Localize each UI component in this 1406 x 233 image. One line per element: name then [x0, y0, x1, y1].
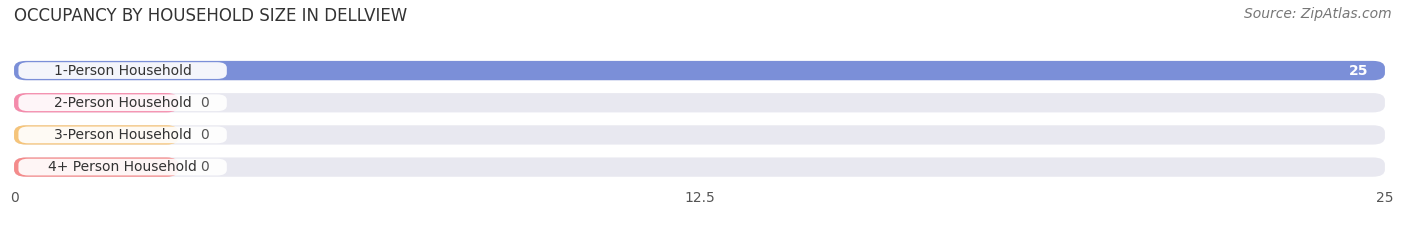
Text: 0: 0	[201, 128, 209, 142]
Text: 1-Person Household: 1-Person Household	[53, 64, 191, 78]
FancyBboxPatch shape	[14, 158, 179, 177]
Text: Source: ZipAtlas.com: Source: ZipAtlas.com	[1244, 7, 1392, 21]
FancyBboxPatch shape	[14, 61, 1385, 80]
Text: 2-Person Household: 2-Person Household	[53, 96, 191, 110]
Text: OCCUPANCY BY HOUSEHOLD SIZE IN DELLVIEW: OCCUPANCY BY HOUSEHOLD SIZE IN DELLVIEW	[14, 7, 408, 25]
FancyBboxPatch shape	[18, 159, 226, 175]
Text: 25: 25	[1348, 64, 1368, 78]
FancyBboxPatch shape	[18, 62, 226, 79]
FancyBboxPatch shape	[14, 93, 1385, 112]
Text: 3-Person Household: 3-Person Household	[53, 128, 191, 142]
FancyBboxPatch shape	[14, 125, 179, 144]
FancyBboxPatch shape	[14, 158, 1385, 177]
FancyBboxPatch shape	[18, 94, 226, 111]
FancyBboxPatch shape	[14, 93, 179, 112]
FancyBboxPatch shape	[14, 125, 1385, 144]
Text: 4+ Person Household: 4+ Person Household	[48, 160, 197, 174]
FancyBboxPatch shape	[14, 61, 1385, 80]
Text: 0: 0	[201, 96, 209, 110]
FancyBboxPatch shape	[18, 127, 226, 143]
Text: 0: 0	[201, 160, 209, 174]
